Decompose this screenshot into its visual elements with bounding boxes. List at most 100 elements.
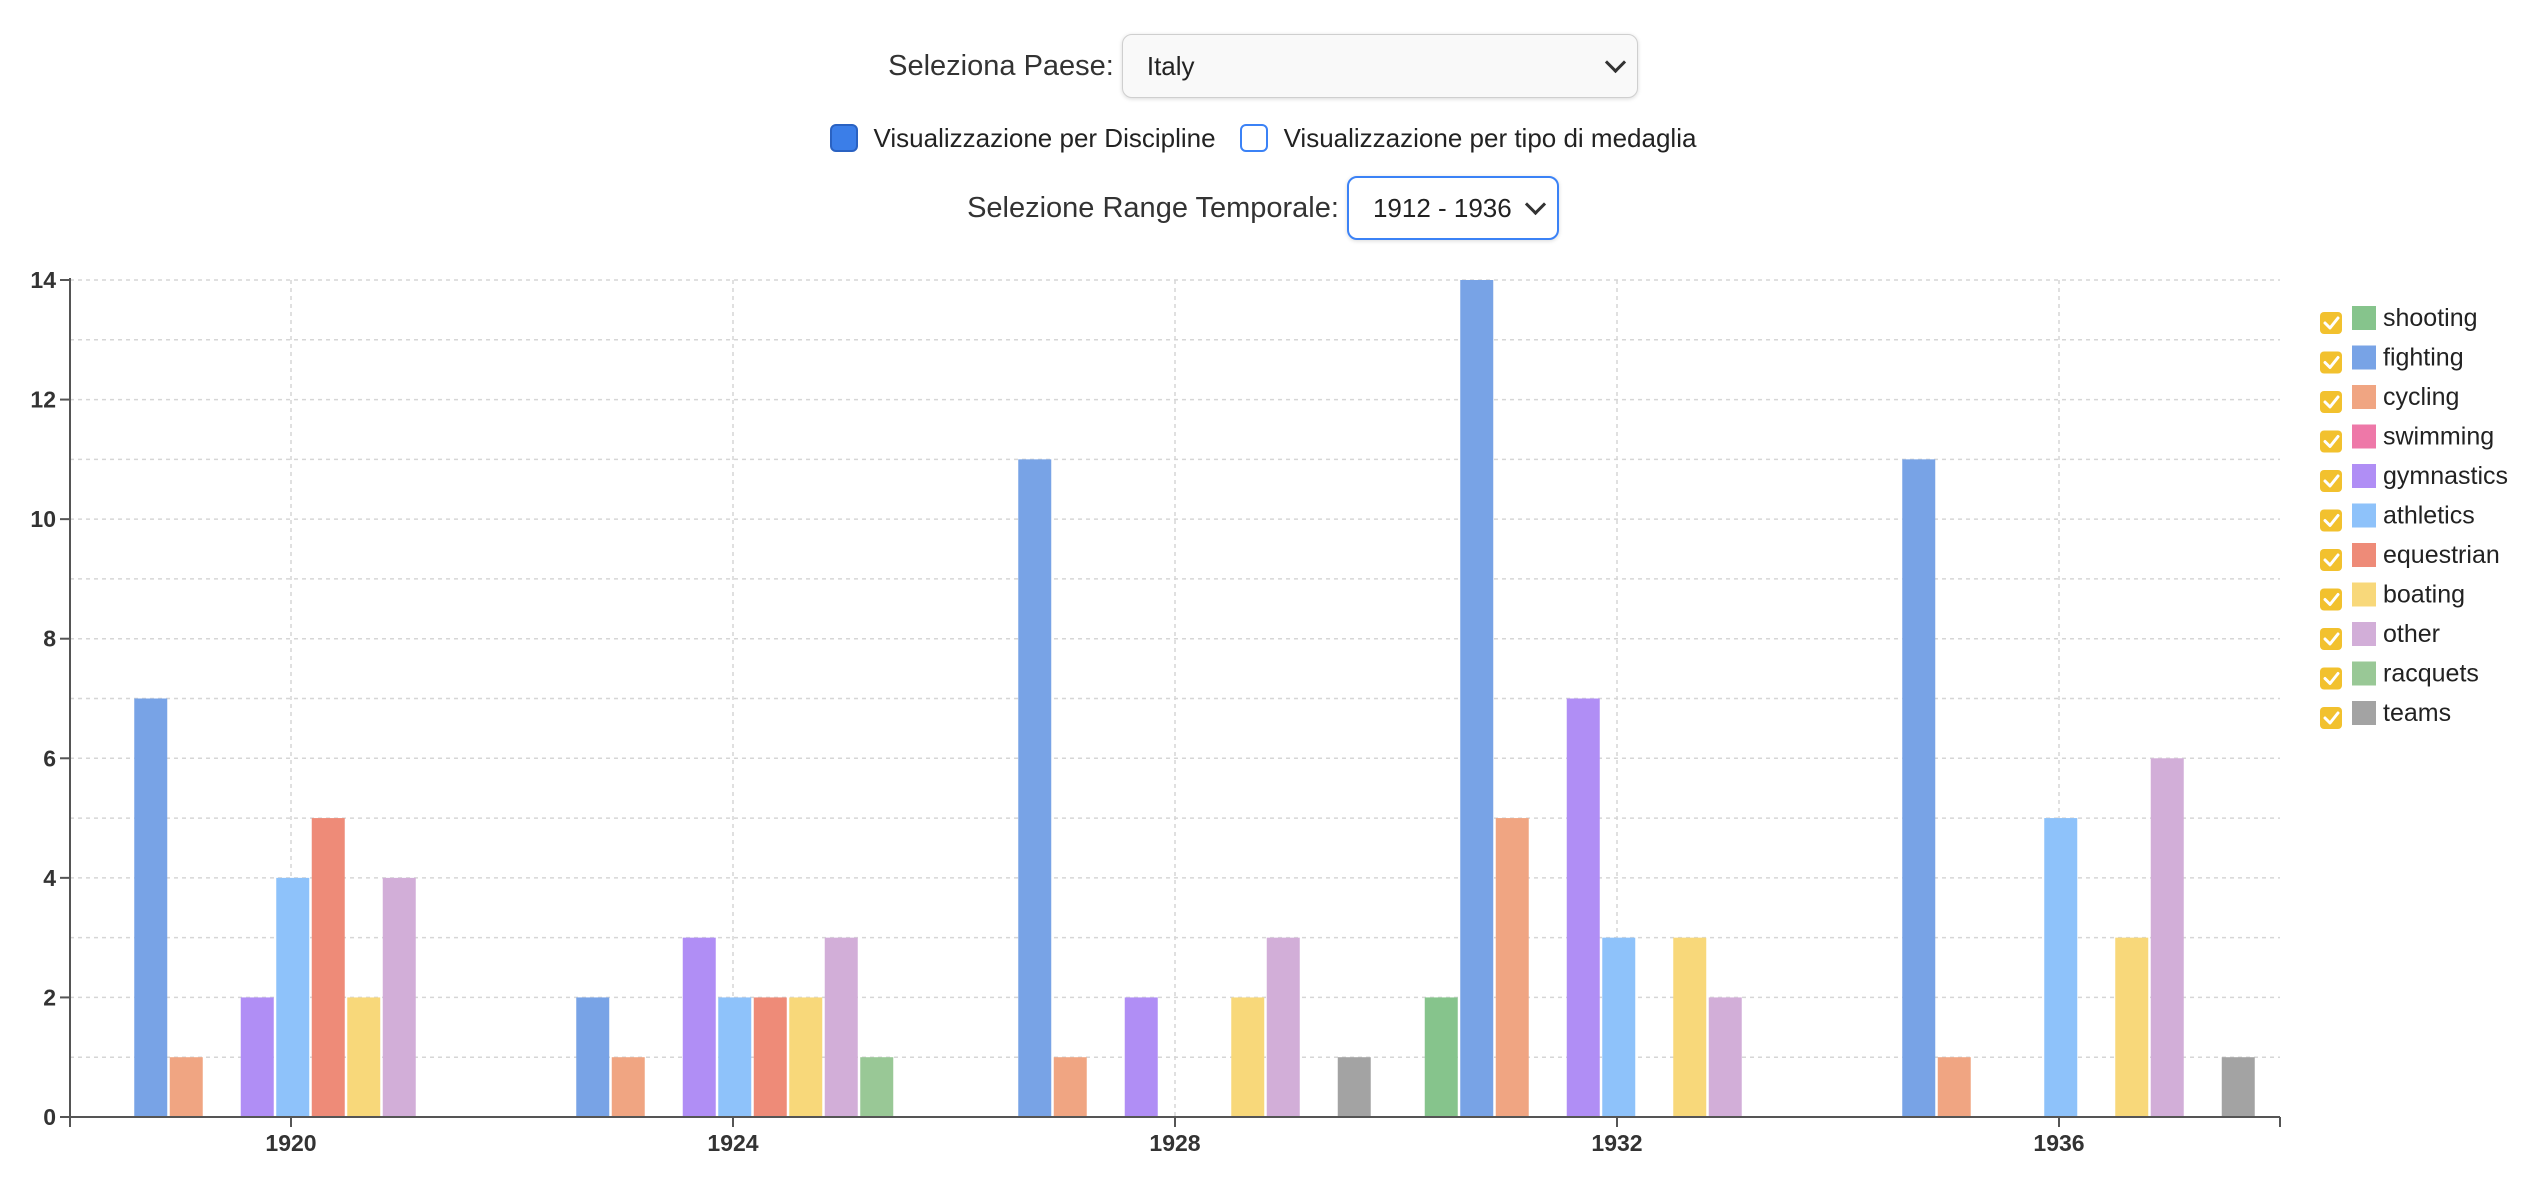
view-medal-checkbox[interactable] (1239, 124, 1268, 152)
view-medal-option[interactable]: Visualizzazione per tipo di medaglia (1239, 122, 1697, 154)
legend-swatch (2352, 661, 2376, 686)
check-icon (2323, 474, 2340, 488)
x-tick-label: 1920 (265, 1130, 316, 1156)
legend-item-athletics[interactable]: athletics (2320, 502, 2475, 532)
bar-fighting-1936 (1902, 459, 1936, 1117)
legend-label: swimming (2383, 423, 2494, 451)
legend-item-fighting[interactable]: fighting (2320, 344, 2464, 374)
country-select[interactable]: Italy (1121, 34, 1638, 98)
legend-label: fighting (2383, 344, 2464, 372)
bar-racquets-1924 (860, 1057, 894, 1117)
bar-other-1932 (1708, 997, 1742, 1117)
legend-checkbox[interactable] (2320, 470, 2342, 492)
legend-item-teams[interactable]: teams (2320, 699, 2451, 729)
bar-athletics-1936 (2044, 818, 2078, 1117)
legend-swatch (2352, 503, 2376, 528)
legend-swatch (2352, 701, 2376, 725)
view-discipline-label: Visualizzazione per Discipline (873, 122, 1216, 153)
country-row: Seleziona Paese: Italy (0, 34, 2526, 98)
y-tick-label: 2 (43, 984, 56, 1010)
legend-item-cycling[interactable]: cycling (2320, 383, 2459, 413)
legend-checkbox[interactable] (2320, 351, 2342, 374)
check-icon (2323, 553, 2340, 567)
check-icon (2323, 632, 2340, 646)
check-icon (2323, 395, 2340, 409)
legend-checkbox[interactable] (2320, 391, 2342, 413)
bar-equestrian-1920 (311, 818, 345, 1117)
y-tick-label: 12 (30, 387, 56, 413)
legend-item-boating[interactable]: boating (2320, 581, 2465, 611)
range-select[interactable]: 1912 - 1936 (1346, 176, 1559, 240)
legend-checkbox[interactable] (2320, 628, 2342, 650)
legend-label: boating (2383, 581, 2465, 609)
legend-item-shooting[interactable]: shooting (2320, 304, 2478, 334)
check-icon (2323, 435, 2340, 448)
bar-boating-1928 (1231, 997, 1265, 1117)
bars (134, 280, 2255, 1117)
view-discipline-option[interactable]: Visualizzazione per Discipline (829, 122, 1216, 154)
legend-label: shooting (2383, 304, 2478, 332)
legend-swatch (2352, 306, 2376, 330)
bar-cycling-1932 (1495, 818, 1529, 1117)
legend: shooting fighting cycling swimming gymnastic… (2320, 304, 2508, 729)
bar-boating-1932 (1673, 937, 1707, 1117)
legend-checkbox[interactable] (2320, 509, 2342, 532)
legend-item-equestrian[interactable]: equestrian (2320, 541, 2500, 571)
axes: 0 2 4 6 8 10 12 14 1920 1924 1928 1932 1936 (30, 267, 2281, 1156)
legend-label: teams (2383, 699, 2451, 727)
legend-label: athletics (2383, 502, 2475, 530)
view-discipline-checkbox[interactable] (829, 124, 858, 152)
check-icon (2323, 356, 2340, 369)
legend-checkbox[interactable] (2320, 312, 2342, 334)
legend-label: equestrian (2383, 541, 2500, 569)
country-label: Seleziona Paese: (888, 49, 1114, 82)
view-medal-label: Visualizzazione per tipo di medaglia (1283, 122, 1697, 153)
bar-other-1924 (824, 937, 858, 1117)
bar-boating-1924 (789, 997, 823, 1117)
legend-item-other[interactable]: other (2320, 620, 2440, 650)
legend-item-gymnastics[interactable]: gymnastics (2320, 462, 2508, 492)
bar-other-1928 (1266, 937, 1300, 1117)
bar-athletics-1920 (276, 877, 310, 1117)
bar-fighting-1924 (576, 997, 610, 1117)
x-tick-label: 1928 (1149, 1130, 1200, 1156)
legend-checkbox[interactable] (2320, 707, 2342, 729)
legend-item-racquets[interactable]: racquets (2320, 660, 2479, 690)
bar-gymnastics-1920 (240, 997, 274, 1117)
view-mode-row: Visualizzazione per Discipline Visualizz… (0, 118, 2526, 158)
y-tick-label: 14 (30, 267, 56, 293)
legend-swatch (2352, 543, 2376, 567)
legend-item-swimming[interactable]: swimming (2320, 423, 2494, 453)
legend-checkbox[interactable] (2320, 588, 2342, 611)
bar-gymnastics-1924 (682, 937, 716, 1117)
legend-swatch (2352, 385, 2376, 409)
bar-gymnastics-1932 (1566, 698, 1600, 1117)
range-select-value: 1912 - 1936 (1372, 192, 1512, 223)
legend-checkbox[interactable] (2320, 667, 2342, 690)
legend-swatch (2352, 345, 2376, 370)
bar-shooting-1932 (1424, 997, 1458, 1117)
x-tick-label: 1932 (1591, 1130, 1642, 1156)
bar-boating-1920 (347, 997, 381, 1117)
y-tick-label: 8 (43, 626, 56, 652)
legend-label: other (2383, 620, 2440, 648)
country-select-value: Italy (1146, 50, 1195, 81)
bar-fighting-1932 (1460, 280, 1494, 1117)
check-icon (2323, 593, 2340, 606)
legend-checkbox[interactable] (2320, 549, 2342, 571)
bar-athletics-1924 (718, 997, 752, 1117)
bar-equestrian-1924 (753, 997, 787, 1117)
legend-swatch (2352, 582, 2376, 607)
x-tick-label: 1936 (2033, 1130, 2084, 1156)
legend-swatch (2352, 622, 2376, 646)
bar-fighting-1920 (134, 698, 168, 1117)
y-tick-label: 6 (43, 745, 56, 771)
y-tick-label: 4 (43, 865, 56, 891)
bar-boating-1936 (2115, 937, 2149, 1117)
bar-gymnastics-1928 (1124, 997, 1158, 1117)
range-label: Selezione Range Temporale: (967, 191, 1339, 224)
legend-label: gymnastics (2383, 462, 2508, 490)
check-icon (2323, 514, 2340, 527)
bar-fighting-1928 (1018, 459, 1052, 1117)
legend-checkbox[interactable] (2320, 430, 2342, 453)
